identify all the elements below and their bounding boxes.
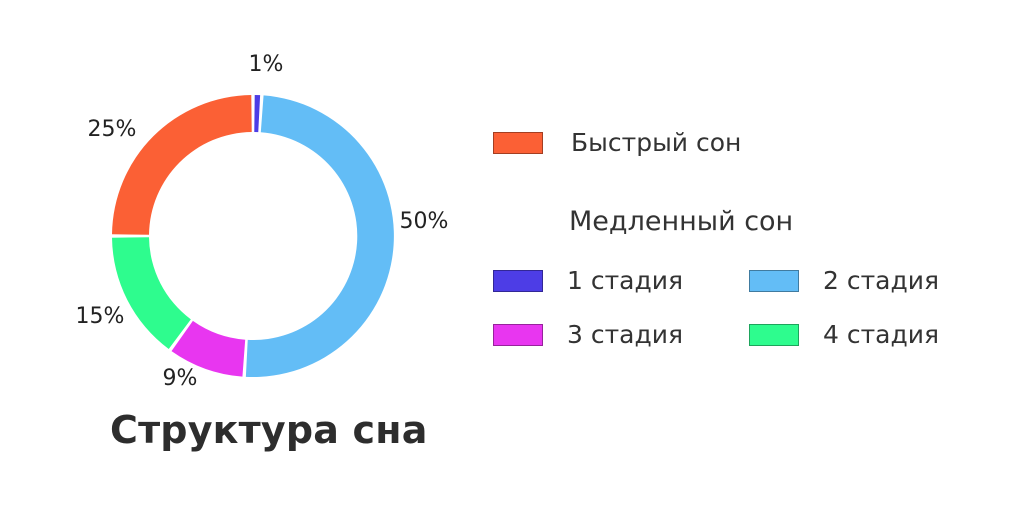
- slice-label-1: 1%: [249, 52, 284, 77]
- legend-item-stage-1: 1 стадия: [493, 266, 683, 295]
- legend-label-stage-4: 4 стадия: [823, 320, 940, 349]
- legend-swatch-stage-2: [749, 269, 799, 292]
- legend-label-stage-3: 3 стадия: [567, 320, 684, 349]
- slice-1: [254, 95, 261, 133]
- legend-label-stage-2: 2 стадия: [823, 266, 940, 295]
- slice-5: [112, 95, 252, 235]
- slice-label-5: 25%: [88, 117, 137, 142]
- slice-label-3: 9%: [163, 366, 198, 391]
- chart-title: Структура сна: [110, 408, 428, 452]
- legend-item-stage-4: 4 стадия: [749, 320, 939, 349]
- legend-swatch-stage-4: [749, 323, 799, 346]
- legend-label-rem: Быстрый сон: [571, 128, 742, 157]
- slice-3: [171, 320, 246, 377]
- legend-swatch-stage-3: [493, 323, 543, 346]
- legend-item-rem: Быстрый сон: [493, 128, 741, 157]
- legend-swatch-rem: [493, 131, 543, 154]
- legend-heading-nrem: Медленный сон: [569, 206, 794, 237]
- slice-4: [112, 237, 191, 350]
- donut-slices: [112, 95, 394, 377]
- legend-item-stage-2: 2 стадия: [749, 266, 939, 295]
- slice-2: [245, 95, 394, 377]
- slice-label-4: 15%: [76, 304, 125, 329]
- legend-item-stage-3: 3 стадия: [493, 320, 683, 349]
- legend-label-stage-1: 1 стадия: [567, 266, 684, 295]
- donut-percent-labels: 1% 50% 9% 15% 25%: [76, 52, 449, 391]
- legend-swatch-stage-1: [493, 269, 543, 292]
- slice-label-2: 50%: [400, 209, 449, 234]
